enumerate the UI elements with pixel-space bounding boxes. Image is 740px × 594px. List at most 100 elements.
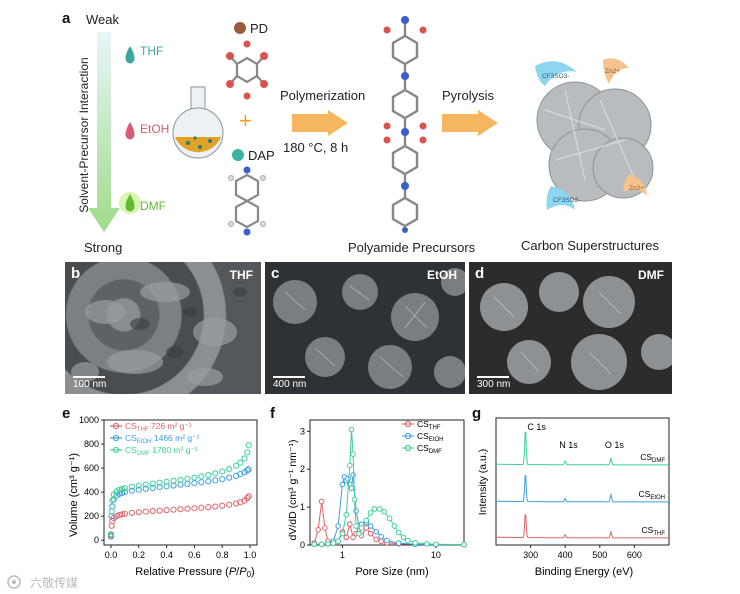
chart-e-xtick-label: 0.6 xyxy=(188,550,201,560)
chart-e-point-cs_dmf xyxy=(142,481,149,488)
chart-e-point-cs_thf xyxy=(118,511,126,518)
chart-e-xtick-label: 0.0 xyxy=(105,550,118,560)
dap-molecule-icon xyxy=(228,166,266,236)
chart-f-point-cs_dmf xyxy=(330,540,337,546)
polyamide-chain-icon xyxy=(383,16,427,233)
chart-f-point-cs_dmf xyxy=(353,523,359,529)
chart-e-point-cs_dmf xyxy=(198,473,205,480)
pd-molecule-icon xyxy=(226,40,268,100)
chart-f-point-cs_dmf xyxy=(343,511,350,518)
svg-text:CSTHF: CSTHF xyxy=(417,419,441,431)
legend-f-dmf: CSDMF xyxy=(402,443,442,455)
svg-text:CSEtOH: CSEtOH xyxy=(417,431,443,443)
chart-g-xtick-label: 500 xyxy=(592,550,607,560)
legend-e-thf: CSTHF 726 m² g⁻¹ xyxy=(110,421,192,433)
chart-e-point-cs_dmf xyxy=(108,508,115,515)
chart-e-point-cs_thf xyxy=(156,507,163,514)
chart-f-point-cs_thf xyxy=(322,525,328,531)
chart-e-point-cs_dmf xyxy=(118,485,126,493)
chart-f-point-cs_dmf xyxy=(358,525,365,531)
chart-e-point-cs_dmf xyxy=(205,471,212,479)
sem-d-solvent: DMF xyxy=(638,268,664,282)
chart-e-ytick-label: 200 xyxy=(84,511,99,521)
chart-f-point-cs_etoh xyxy=(395,540,402,546)
chart-e-ylabel: Volume (cm³ g⁻¹) xyxy=(68,453,80,537)
carbon-superstructure-icon: CF3SO3- Zn2+ Zn2+ CF3SO3- xyxy=(535,58,654,210)
chart-e-point-cs_thf xyxy=(233,500,240,507)
chart-f-line-cs_etoh xyxy=(314,474,464,546)
chart-f-point-cs_etoh xyxy=(353,508,359,514)
chart-e-point-cs_thf xyxy=(170,506,177,513)
chart-g-peak-label: C 1s xyxy=(527,422,546,432)
ion-label-1: CF3SO3- xyxy=(542,73,569,80)
sem-image-dmf: d DMF 300 nm xyxy=(469,262,672,394)
chart-e-point-cs_thf xyxy=(149,508,156,515)
chart-f-xtick-label: 10 xyxy=(431,550,441,560)
legend-f-thf: CSTHF xyxy=(402,419,441,431)
chart-g-peak-label: O 1s xyxy=(605,440,625,450)
watermark-text: 六敬传媒 xyxy=(30,576,79,590)
gradient-arrow xyxy=(88,32,120,232)
chart-e-ytick-label: 400 xyxy=(84,487,99,497)
chart-f-point-cs_etoh xyxy=(348,485,355,491)
chart-f-point-cs_thf xyxy=(318,498,325,505)
pd-label: PD xyxy=(250,21,269,36)
sem-c-scalebar xyxy=(273,376,305,378)
chart-e-point-cs_dmf xyxy=(163,478,170,485)
sem-c-letter: c xyxy=(271,265,280,282)
chart-f-legend: CSTHF CSEtOH CSDMF xyxy=(402,419,443,455)
chart-f-point-cs_dmf xyxy=(318,541,325,548)
precursor-label: Polyamide Precursors xyxy=(348,240,476,255)
chart-e-ytick-label: 600 xyxy=(84,463,99,473)
chart-e-point-cs_dmf xyxy=(128,483,135,490)
chart-f-point-cs_dmf xyxy=(404,537,411,544)
chart-e-point-cs_etoh xyxy=(142,485,149,492)
chart-e-xtick-label: 0.4 xyxy=(160,550,173,560)
chart-e-ytick-label: 1000 xyxy=(79,415,99,425)
chart-e-xtick-label: 1.0 xyxy=(244,550,257,560)
sem-d-letter: d xyxy=(475,265,485,282)
chart-e-point-cs_thf xyxy=(135,509,142,516)
chart-e-point-cs_dmf xyxy=(149,480,156,487)
interaction-gradient-diagram xyxy=(88,32,141,232)
ion-label-2: Zn2+ xyxy=(605,68,620,75)
chart-f: 1 10 0 1 2 3 dV/dD (cm³ g⁻¹ nm⁻¹) Pore Size (… xyxy=(287,419,467,578)
chart-g-xtick-label: 600 xyxy=(627,550,642,560)
chart-e-point-cs_etoh xyxy=(128,487,135,494)
chart-f-ytick-label: 0 xyxy=(300,540,305,550)
chart-e-point-cs_etoh xyxy=(226,474,233,481)
dap-label: DAP xyxy=(248,148,275,163)
chart-e-point-cs_thf xyxy=(198,504,205,511)
chart-e-point-cs_etoh xyxy=(170,482,177,489)
chart-e-legend: CSTHF 726 m² g⁻¹ CSEtOH 1466 m² g⁻¹ CSDM… xyxy=(110,421,200,457)
chart-f-point-cs_dmf xyxy=(400,534,407,541)
chart-f-point-cs_dmf xyxy=(356,530,362,537)
pyrolysis-label: Pyrolysis xyxy=(442,88,495,103)
chart-f-point-cs_dmf xyxy=(348,426,355,433)
svg-text:CSDMF 1780 m² g⁻¹: CSDMF 1780 m² g⁻¹ xyxy=(125,445,198,457)
chart-f-point-cs_dmf xyxy=(381,508,387,515)
chart-e-point-cs_dmf xyxy=(184,475,191,482)
chart-e-point-cs_dmf xyxy=(135,482,142,489)
chart-e-point-cs_thf xyxy=(184,505,191,512)
chart-g-xtick-label: 400 xyxy=(558,550,573,560)
pd-legend-dot xyxy=(234,22,246,34)
chart-e-point-cs_thf xyxy=(177,506,184,513)
panel-g-letter: g xyxy=(472,405,482,422)
chart-e-point-cs_dmf xyxy=(170,477,177,484)
chart-e-point-cs_thf xyxy=(121,510,128,517)
chart-f-point-cs_etoh xyxy=(339,481,346,488)
dap-legend-dot xyxy=(232,149,244,161)
chart-f-point-cs_dmf xyxy=(412,539,418,546)
chart-g-trace-cs_dmf xyxy=(496,431,669,466)
chart-f-point-cs_dmf xyxy=(367,510,374,516)
sem-b-scalebar xyxy=(73,376,105,378)
chart-g-peak-label: N 1s xyxy=(559,440,578,450)
chart-f-point-cs_etoh xyxy=(350,472,356,478)
chart-e-point-cs_etoh xyxy=(184,480,191,488)
panel-f-letter: f xyxy=(270,405,275,422)
chart-f-point-cs_dmf xyxy=(433,541,439,548)
chart-f-point-cs_dmf xyxy=(351,496,358,503)
panel-e-letter: e xyxy=(62,405,71,422)
ion-label-4: CF3SO3- xyxy=(553,197,580,204)
